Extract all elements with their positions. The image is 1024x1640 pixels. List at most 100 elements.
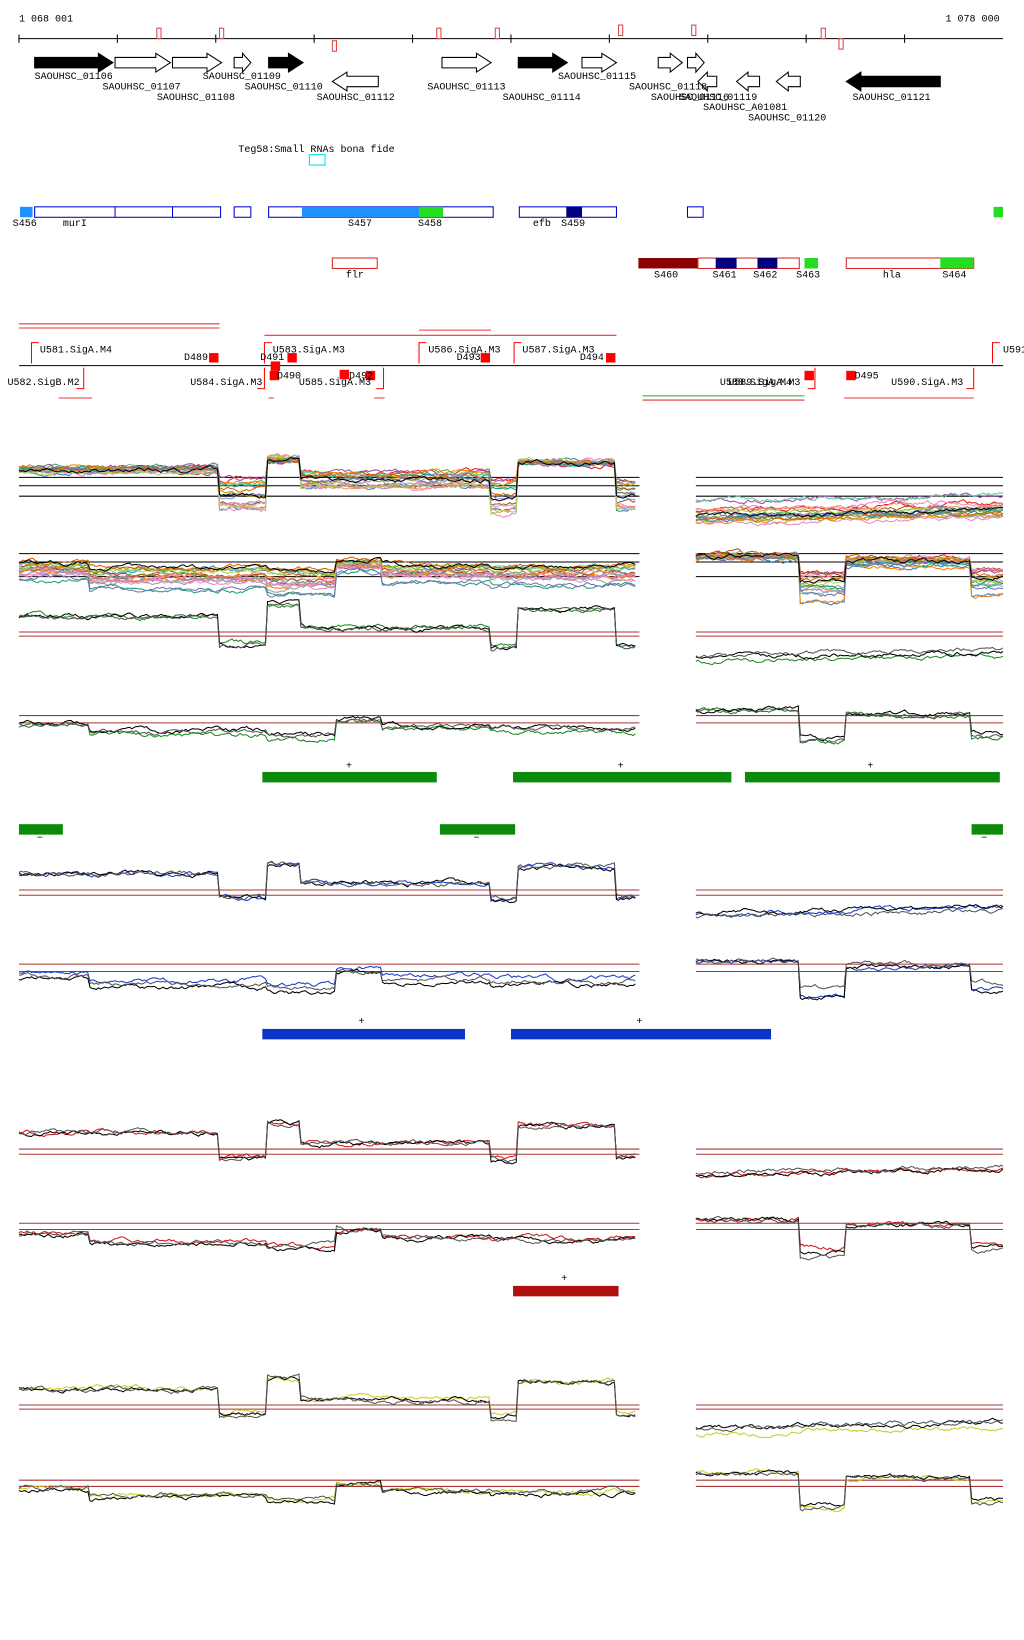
track-box <box>513 771 732 783</box>
promoter-flag <box>263 342 272 364</box>
track-box <box>510 1028 772 1040</box>
promoter-flag <box>807 367 816 390</box>
gene-arrow <box>233 51 252 74</box>
expression-trace <box>18 562 636 587</box>
gene-label: SAOUHSC_01112 <box>317 93 395 104</box>
gene-label: SAOUHSC_01107 <box>103 82 181 93</box>
expression-trace <box>695 509 1004 522</box>
track-box <box>820 27 826 40</box>
expression-trace <box>18 564 636 593</box>
expression-trace <box>18 602 636 652</box>
expression-trace <box>695 646 1004 658</box>
promoter-flag <box>30 342 39 364</box>
track-box <box>34 206 222 218</box>
promoter-label: U590.SigA.M3 <box>891 377 963 389</box>
strand-label: − <box>473 833 479 844</box>
expression-trace <box>695 1216 1004 1256</box>
track-box <box>339 369 350 380</box>
track-box <box>331 257 378 269</box>
gene-arrow <box>34 52 114 74</box>
gene-label: SAOUHSC_01110 <box>245 82 323 93</box>
expression-trace <box>695 1469 1003 1507</box>
promoter-label: U584.SigA.M3 <box>190 377 262 389</box>
promoter-label: D490 <box>277 372 301 383</box>
track-box <box>993 206 1003 218</box>
expression-trace <box>18 718 636 739</box>
expression-trace <box>695 958 1004 1000</box>
track-box <box>846 370 856 381</box>
track-box <box>757 258 778 269</box>
expression-trace <box>18 564 636 581</box>
promoter-label: U581.SigA.M4 <box>40 345 112 357</box>
gene-arrow <box>735 70 761 92</box>
track-box <box>262 771 437 783</box>
strand-label: + <box>636 1017 642 1028</box>
expression-trace <box>18 568 636 598</box>
expression-trace <box>18 862 636 904</box>
expression-trace <box>695 499 1004 513</box>
segment-label: S464 <box>942 270 966 281</box>
expression-trace <box>695 552 1004 584</box>
expression-trace <box>695 907 1004 919</box>
expression-trace <box>18 1480 636 1505</box>
expression-trace <box>18 1227 636 1250</box>
promoter-label: D495 <box>855 372 879 383</box>
small-rna-label: Teg58:Small RNAs bona fide <box>238 144 394 156</box>
expression-trace <box>695 652 1004 666</box>
expression-trace <box>695 1426 1004 1439</box>
expression-trace <box>695 503 1004 514</box>
expression-trace <box>695 957 1004 990</box>
gene-label: SAOUHSC_A01081 <box>703 103 787 114</box>
expression-trace <box>695 553 1004 582</box>
gene-arrow <box>171 52 223 74</box>
track-box <box>804 258 819 269</box>
gene-arrow <box>845 71 941 92</box>
gene-arrow <box>268 52 305 74</box>
expression-trace <box>18 556 636 574</box>
track-box <box>436 27 442 40</box>
promoter-label: U583.SigA.M3 <box>273 345 345 357</box>
gene-arrow <box>697 70 718 93</box>
gene-arrow <box>441 52 493 74</box>
promoter-label: U588.SigA.M4 <box>720 377 792 389</box>
expression-trace <box>695 1215 1004 1261</box>
segment-label: S459 <box>561 219 585 230</box>
promoter-label: D493 <box>457 353 481 364</box>
strand-label: + <box>346 761 352 772</box>
track-box <box>233 206 252 218</box>
segment-label: flr <box>346 269 364 281</box>
track-box <box>618 24 624 37</box>
promoter-label: D494 <box>580 353 604 364</box>
strand-label: + <box>618 761 624 772</box>
expression-trace <box>695 650 1004 660</box>
expression-trace <box>18 968 636 991</box>
expression-trace <box>18 1481 636 1504</box>
track-box <box>838 38 844 50</box>
track-box <box>218 27 225 40</box>
expression-trace <box>18 556 636 574</box>
track-box <box>940 258 974 269</box>
promoter-flag <box>966 367 975 390</box>
small-rna-box <box>308 154 326 166</box>
promoter-label: U582.SigB.M2 <box>7 377 79 389</box>
expression-trace <box>18 457 636 502</box>
expression-trace <box>18 1227 636 1253</box>
promoter-flag <box>418 342 427 364</box>
track-box <box>20 206 33 218</box>
promoter-label: D491 <box>260 353 284 364</box>
expression-trace <box>18 558 636 577</box>
expression-trace <box>18 454 636 514</box>
gene-label: SAOUHSC_01109 <box>203 72 281 83</box>
segment-label: hla <box>883 269 901 281</box>
ruler-end: 1 078 000 <box>946 14 1000 25</box>
expression-trace <box>18 567 636 598</box>
track-box <box>606 353 616 363</box>
segment-label: S457 <box>348 219 372 230</box>
track-box <box>715 258 737 269</box>
expression-trace <box>695 1216 1004 1252</box>
expression-trace <box>18 718 636 743</box>
gene-arrow <box>331 71 379 92</box>
track-box <box>804 370 814 381</box>
